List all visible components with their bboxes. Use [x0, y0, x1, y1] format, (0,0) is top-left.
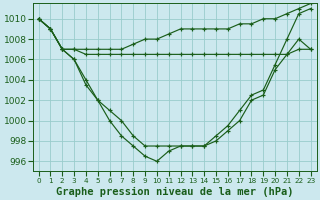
X-axis label: Graphe pression niveau de la mer (hPa): Graphe pression niveau de la mer (hPa) [56, 186, 293, 197]
